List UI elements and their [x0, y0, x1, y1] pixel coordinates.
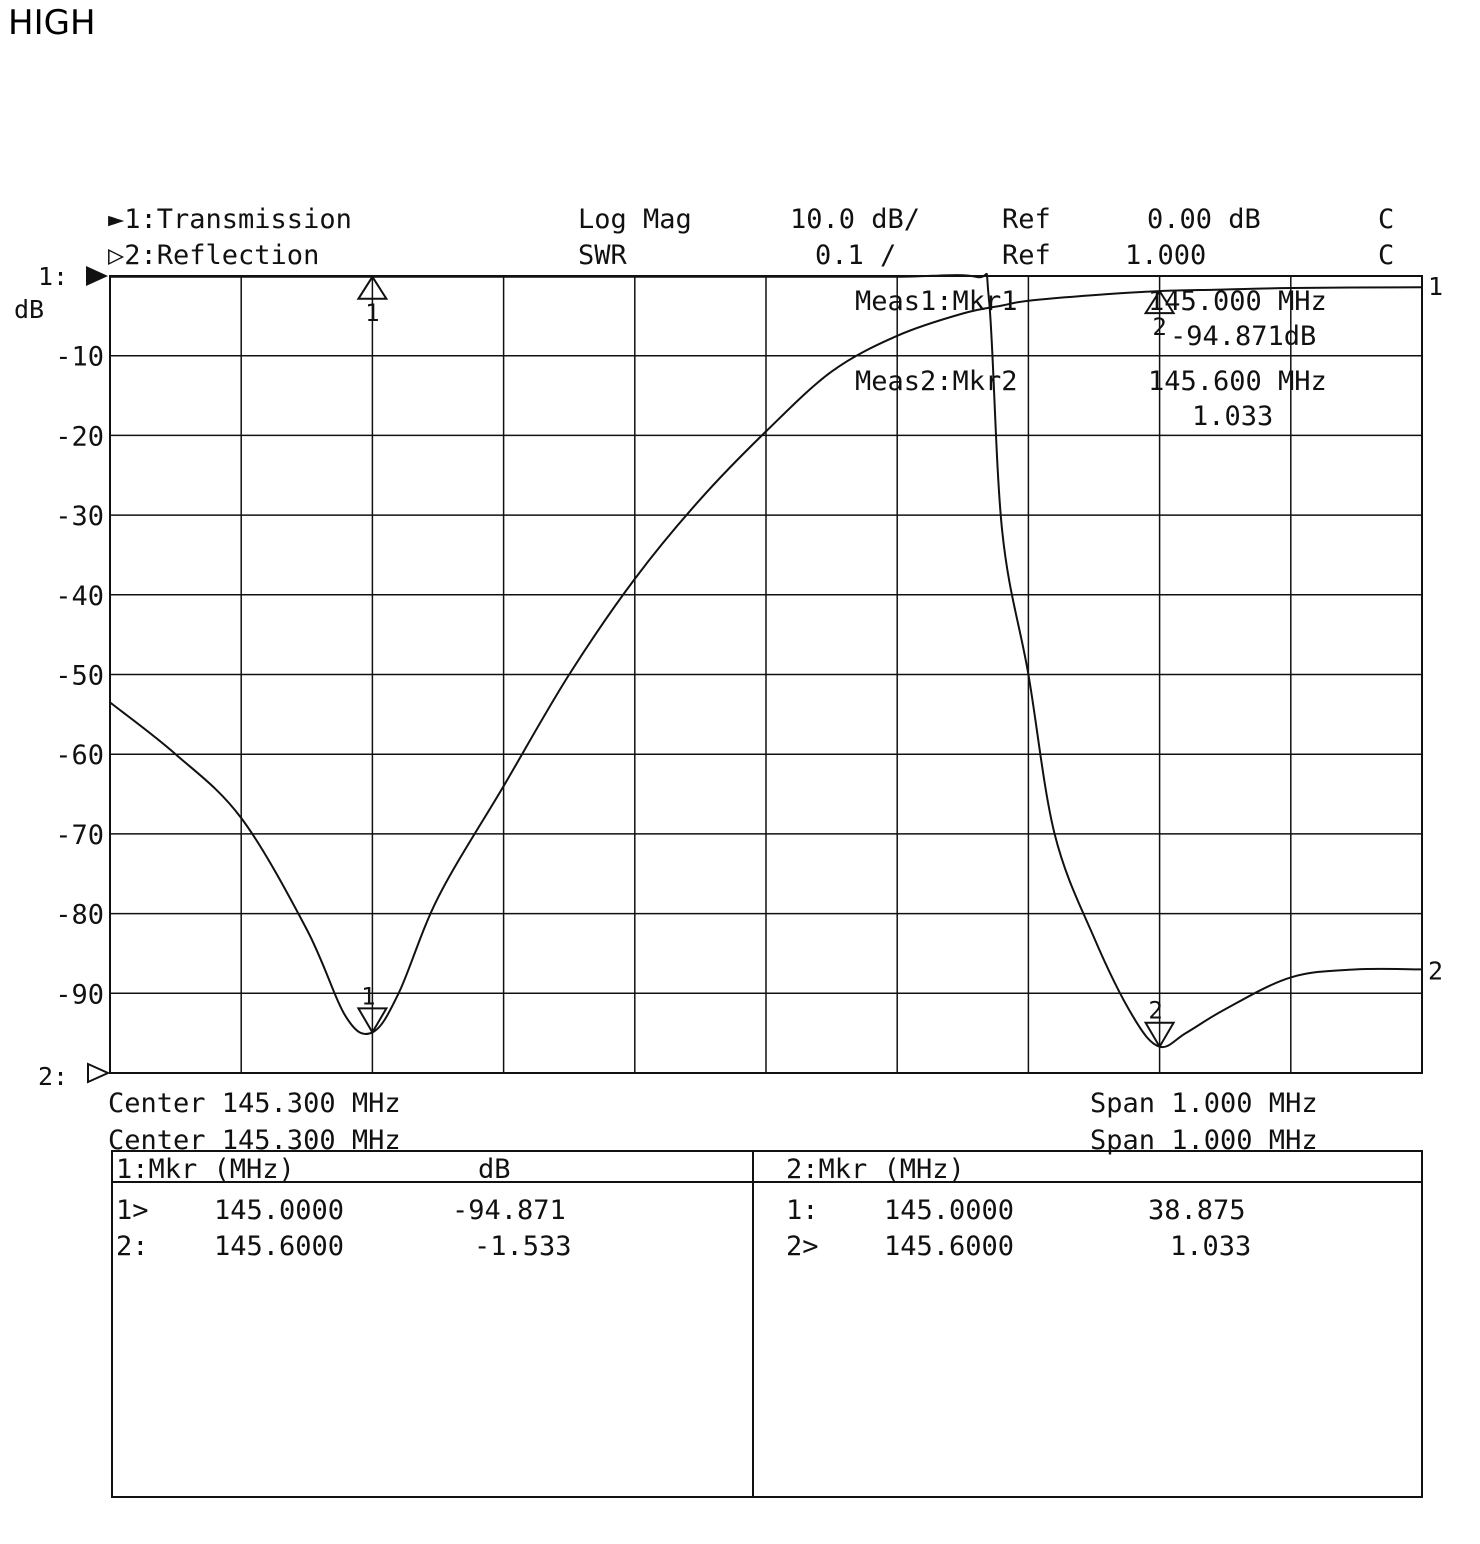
table2-header-mkr: 2:Mkr (MHz) [786, 1154, 965, 1185]
span-1: Span 1.000 MHz [1090, 1088, 1318, 1119]
channel1-format: Log Mag [578, 204, 692, 235]
ref-marker-ch1-arrow [86, 266, 108, 286]
frequency-footer: Center 145.300 MHz Span 1.000 MHz Center… [108, 1088, 1318, 1156]
table2-row1-freq: 145.0000 [884, 1195, 1014, 1226]
marker-down-label: 2 [1148, 997, 1162, 1025]
channel2-ref-value: 1.000 [1125, 240, 1206, 271]
table1-row2-id: 2: [116, 1231, 149, 1262]
channel2-ref-label: Ref [1002, 240, 1051, 271]
y-tick-label: -20 [55, 421, 104, 452]
y-tick-label: -10 [55, 342, 104, 373]
markers: 1 1 2 2 [356, 274, 1176, 1049]
channel1-scale: 10.0 dB/ [790, 204, 920, 235]
y-tick-label: -50 [55, 661, 104, 692]
trace-reflection-end-label: 2 [1428, 956, 1443, 985]
table1-row1-id: 1> [116, 1195, 149, 1226]
table1-row2-freq: 145.6000 [214, 1231, 344, 1262]
channel2-format: SWR [578, 240, 628, 271]
y-tick-label: -90 [55, 979, 104, 1010]
table1-row2-value: -1.533 [474, 1231, 572, 1262]
ref-marker-ch2-arrow [87, 1062, 111, 1084]
meas2-label: Meas2:Mkr2 [855, 366, 1018, 397]
channel2-scale: 0.1 / [815, 240, 896, 271]
marker-down-triangle [356, 1007, 389, 1035]
marker-up-label: 1 [365, 299, 379, 327]
marker-up-label: 2 [1152, 313, 1166, 341]
channel1-ref-value: 0.00 dB [1147, 204, 1261, 235]
marker-down-triangle [1143, 1021, 1176, 1049]
meas2-freq: 145.600 MHz [1148, 366, 1327, 397]
table1-header-unit: dB [478, 1154, 511, 1185]
table2-row2-freq: 145.6000 [884, 1231, 1014, 1262]
table1-row1-freq: 145.0000 [214, 1195, 344, 1226]
center-frequency-1: Center 145.300 MHz [108, 1088, 401, 1119]
channel1-ref-label: Ref [1002, 204, 1051, 235]
y-axis-label: dB [14, 295, 44, 324]
channel2-header: ▷2:Reflection SWR 0.1 / Ref 1.000 C [108, 240, 1394, 271]
page-title: HIGH [8, 3, 96, 43]
traces: 12 [109, 272, 1443, 1049]
table2-row1-id: 1: [786, 1195, 819, 1226]
y-tick-label: -60 [55, 740, 104, 771]
table1-header-mkr: 1:Mkr (MHz) [116, 1154, 295, 1185]
channel1-flag: C [1378, 204, 1394, 235]
marker-down-label: 1 [361, 982, 375, 1010]
channel1-header: ►1:Transmission Log Mag 10.0 dB/ Ref 0.0… [108, 204, 1394, 235]
y-tick-label: -70 [55, 820, 104, 851]
marker-tables: 1:Mkr (MHz) dB 1> 145.0000 -94.871 2: 14… [111, 1150, 1423, 1498]
ref-marker-ch1-label: 1: [38, 262, 68, 291]
meas2-value: 1.033 [1192, 401, 1273, 432]
y-tick-labels: -10 -20 -30 -40 -50 -60 -70 -80 -90 [55, 342, 104, 1011]
marker-up-triangle [356, 274, 389, 300]
table2-row2-value: 1.033 [1170, 1231, 1251, 1262]
table1-row1-value: -94.871 [452, 1195, 566, 1226]
channel2-label: ▷2:Reflection [108, 240, 319, 271]
trace-transmission [109, 286, 1423, 1036]
ref-marker-ch2-label: 2: [38, 1062, 68, 1091]
marker-up-triangle [1143, 289, 1176, 315]
trace-reflection [110, 272, 1423, 1049]
y-tick-label: -40 [55, 581, 104, 612]
table2-row1-value: 38.875 [1148, 1195, 1246, 1226]
meas1-freq: 145.000 MHz [1148, 286, 1327, 317]
channel1-label: ►1:Transmission [108, 204, 352, 235]
meas1-label: Meas1:Mkr1 [855, 286, 1018, 317]
trace-transmission-end-label: 1 [1428, 272, 1443, 301]
meas1-value: -94.871dB [1170, 321, 1316, 352]
y-tick-label: -30 [55, 501, 104, 532]
y-tick-label: -80 [55, 900, 104, 931]
grid [109, 275, 1423, 1074]
table2-row2-id: 2> [786, 1231, 819, 1262]
measurement-readouts: Meas1:Mkr1 145.000 MHz -94.871dB Meas2:M… [855, 286, 1327, 432]
channel2-flag: C [1378, 240, 1394, 271]
marker-table-frame [111, 1150, 1423, 1498]
